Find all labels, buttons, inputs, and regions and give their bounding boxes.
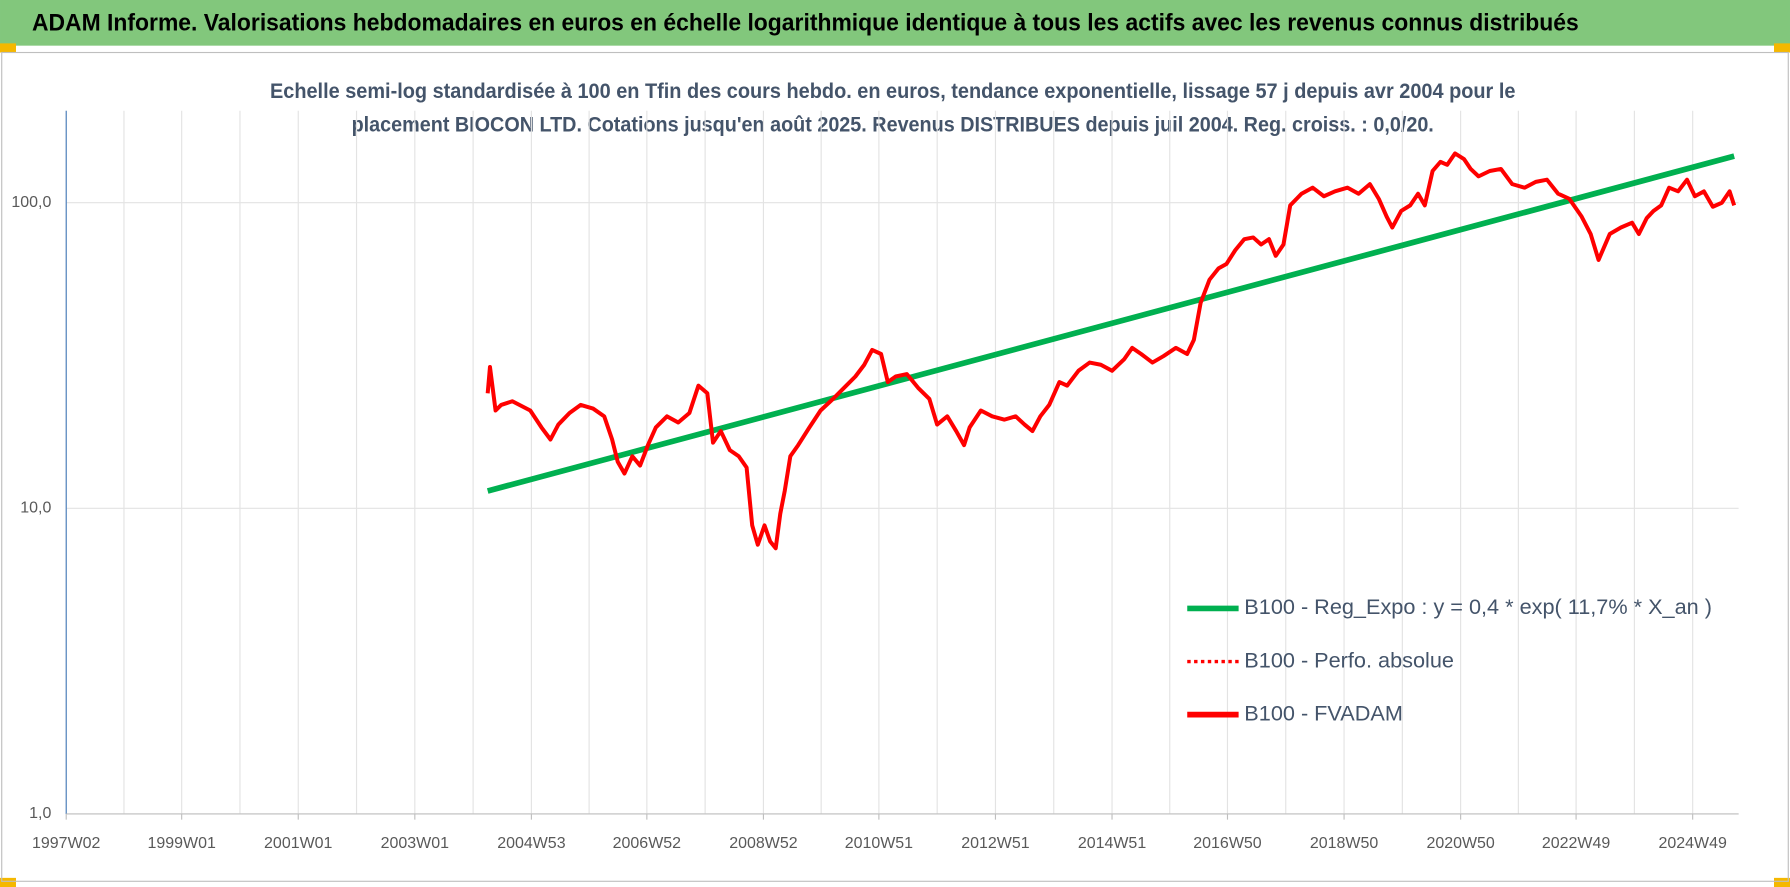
series-line [485,151,1737,551]
x-tick-label: 2001W01 [264,835,332,852]
y-tick-label: 100,0 [11,194,51,211]
chart-subtitle: placement BIOCON LTD. Cotations jusqu'en… [352,111,1434,136]
chart-frame [1,51,1789,882]
page-title: ADAM Informe. Valorisations hebdomadaire… [32,9,1579,36]
corner [1774,43,1790,53]
corner [0,43,16,53]
x-tick-label: 2018W50 [1310,835,1378,852]
y-tick-label: 10,0 [20,500,51,517]
x-tick-label: 2024W49 [1658,835,1726,852]
legend-label: B100 - FVADAM [1244,700,1403,725]
x-tick-label: 2010W51 [845,835,913,852]
series-line [486,153,1735,494]
x-tick-label: 2020W50 [1426,835,1494,852]
header-bar [0,0,1790,46]
corner [1774,877,1790,887]
x-tick-label: 2008W52 [729,835,797,852]
x-tick-label: 2006W52 [613,835,681,852]
x-tick-label: 2012W51 [961,835,1029,852]
x-tick-label: 2004W53 [497,835,565,852]
x-tick-label: 2016W50 [1193,835,1261,852]
legend-label: B100 - Reg_Expo : y = 0,4 * exp( 11,7% *… [1244,594,1712,619]
x-tick-label: 1997W02 [32,835,100,852]
x-tick-label: 2003W01 [381,835,449,852]
legend-label: B100 - Perfo. absolue [1244,647,1454,672]
y-tick-label: 1,0 [29,805,51,822]
corner [0,877,16,887]
x-tick-label: 2022W49 [1542,835,1610,852]
chart-subtitle: Echelle semi-log standardisée à 100 en T… [270,78,1515,103]
x-tick-label: 2014W51 [1078,835,1146,852]
x-tick-label: 1999W01 [147,835,215,852]
